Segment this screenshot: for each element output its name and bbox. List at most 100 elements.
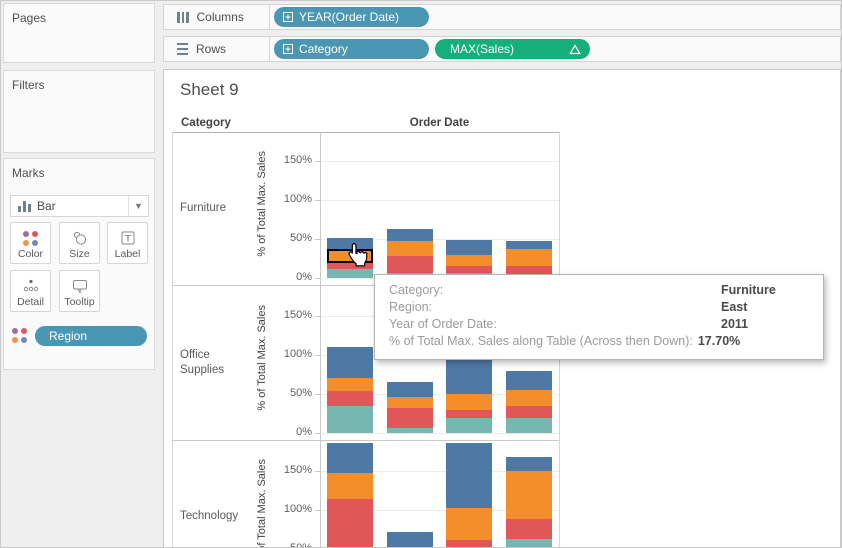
chevron-down-icon[interactable]: ▼ bbox=[128, 196, 148, 216]
bar-segment-office-supplies-2014-west[interactable] bbox=[506, 418, 553, 433]
expand-plus-icon[interactable] bbox=[283, 12, 293, 22]
size-button-label: Size bbox=[69, 248, 90, 260]
gridline-150% bbox=[321, 161, 559, 162]
columns-icon bbox=[177, 11, 189, 23]
bar-segment-technology-2013-south[interactable] bbox=[446, 540, 493, 547]
pages-shelf[interactable]: Pages bbox=[3, 3, 155, 63]
size-icon bbox=[60, 229, 99, 247]
axis-tick-label: 150% bbox=[283, 464, 312, 476]
region-pill[interactable]: Region bbox=[35, 326, 147, 346]
detail-button[interactable]: Detail bbox=[10, 270, 51, 312]
y-axis-title: % of Total Max. Sales bbox=[256, 150, 268, 257]
bar-segment-technology-2014-central[interactable] bbox=[506, 456, 553, 471]
detail-button-label: Detail bbox=[17, 296, 44, 308]
svg-text:T: T bbox=[125, 234, 131, 244]
bar-segment-office-supplies-2013-east[interactable] bbox=[446, 394, 493, 411]
size-button[interactable]: Size bbox=[59, 222, 100, 264]
axis-tick-label: 100% bbox=[283, 503, 312, 515]
tooltip-value: 17.70% bbox=[697, 334, 741, 348]
row-label-furniture: Furniture bbox=[180, 201, 227, 214]
pill-category[interactable]: Category bbox=[274, 39, 429, 59]
mark-type-dropdown[interactable]: Bar ▼ bbox=[10, 195, 149, 217]
bar-segment-furniture-2011-south[interactable] bbox=[326, 263, 373, 270]
color-button[interactable]: Color bbox=[10, 222, 51, 264]
bar-segment-office-supplies-2013-central[interactable] bbox=[446, 358, 493, 394]
column-header-title: Order Date bbox=[409, 117, 470, 129]
region-pill-label: Region bbox=[49, 329, 88, 343]
expand-plus-icon[interactable] bbox=[283, 44, 293, 54]
bar-segment-furniture-2011-west[interactable] bbox=[326, 269, 373, 278]
bar-segment-technology-2014-west[interactable] bbox=[506, 538, 553, 547]
tooltip-row: Region: East bbox=[389, 299, 809, 316]
axis-tick bbox=[315, 200, 320, 201]
bar-segment-office-supplies-2011-west[interactable] bbox=[326, 405, 373, 433]
gridline-150% bbox=[321, 471, 559, 472]
axis-tick bbox=[315, 394, 320, 395]
bar-segment-furniture-2013-south[interactable] bbox=[446, 265, 493, 274]
tooltip-button[interactable]: Tooltip bbox=[59, 270, 100, 312]
bar-segment-office-supplies-2012-central[interactable] bbox=[386, 381, 433, 398]
sheet-title: Sheet 9 bbox=[180, 80, 239, 99]
y-axis-title: % of Total Max. Sales bbox=[256, 304, 268, 411]
bar-segment-office-supplies-2013-west[interactable] bbox=[446, 418, 493, 433]
bar-segment-furniture-2013-east[interactable] bbox=[446, 255, 493, 266]
bar-segment-technology-2014-east[interactable] bbox=[506, 471, 553, 520]
bar-segment-furniture-2011-central[interactable] bbox=[326, 238, 373, 250]
rows-icon bbox=[177, 42, 188, 56]
bar-segment-office-supplies-2012-east[interactable] bbox=[386, 397, 433, 409]
bar-segment-furniture-2012-central[interactable] bbox=[386, 229, 433, 242]
axis-tick bbox=[315, 355, 320, 356]
detail-icon bbox=[11, 277, 50, 295]
pages-label: Pages bbox=[12, 11, 47, 25]
color-legend-icon bbox=[12, 328, 28, 344]
tooltip-label: Category: bbox=[389, 283, 444, 297]
tooltip-label: Region: bbox=[389, 300, 433, 314]
row-divider bbox=[172, 440, 559, 441]
gridline-100% bbox=[321, 510, 559, 511]
label-button[interactable]: T Label bbox=[107, 222, 148, 264]
bar-segment-office-supplies-2014-south[interactable] bbox=[506, 406, 553, 419]
bar-segment-furniture-2013-central[interactable] bbox=[446, 239, 493, 256]
bar-segment-office-supplies-2012-west[interactable] bbox=[386, 428, 433, 433]
pill-year-order-date-[interactable]: YEAR(Order Date) bbox=[274, 7, 429, 27]
bar-segment-furniture-2014-south[interactable] bbox=[506, 266, 553, 275]
axis-tick-label: 0% bbox=[296, 271, 312, 283]
bar-segment-furniture-2012-east[interactable] bbox=[386, 241, 433, 257]
axis-tick bbox=[315, 316, 320, 317]
pill-max-sales-[interactable]: MAX(Sales) bbox=[435, 39, 590, 59]
label-icon: T bbox=[108, 229, 147, 247]
bar-segment-office-supplies-2013-south[interactable] bbox=[446, 410, 493, 419]
rows-shelf-label: Rows bbox=[196, 42, 227, 56]
axis-tick-label: 100% bbox=[283, 348, 312, 360]
bar-segment-office-supplies-2014-east[interactable] bbox=[506, 390, 553, 407]
bar-segment-office-supplies-2011-central[interactable] bbox=[326, 347, 373, 379]
row-divider bbox=[172, 285, 559, 286]
table-calc-delta-icon bbox=[569, 43, 581, 54]
bar-segment-office-supplies-2012-south[interactable] bbox=[386, 408, 433, 429]
bar-segment-furniture-2014-east[interactable] bbox=[506, 249, 553, 267]
bar-segment-technology-2014-south[interactable] bbox=[506, 519, 553, 539]
color-icon bbox=[11, 229, 50, 247]
axis-tick-label: 150% bbox=[283, 309, 312, 321]
bar-segment-technology-2012-central[interactable] bbox=[386, 531, 433, 547]
filters-shelf[interactable]: Filters bbox=[3, 70, 155, 153]
columns-pills: YEAR(Order Date) bbox=[274, 7, 429, 27]
bar-segment-office-supplies-2011-east[interactable] bbox=[326, 378, 373, 391]
bar-segment-technology-2013-east[interactable] bbox=[446, 508, 493, 541]
bar-segment-furniture-2014-central[interactable] bbox=[506, 241, 553, 250]
bar-segment-technology-2011-central[interactable] bbox=[326, 442, 373, 474]
filters-label: Filters bbox=[12, 78, 45, 92]
mark-type-value: Bar bbox=[37, 199, 56, 213]
bar-segment-technology-2011-south[interactable] bbox=[326, 499, 373, 547]
columns-shelf[interactable]: Columns YEAR(Order Date) bbox=[163, 4, 841, 30]
rows-shelf[interactable]: Rows Category MAX(Sales) bbox=[163, 36, 841, 62]
bar-segment-furniture-2012-south[interactable] bbox=[386, 256, 433, 274]
axis-tick bbox=[315, 471, 320, 472]
bar-segment-office-supplies-2011-south[interactable] bbox=[326, 390, 373, 406]
pill-label: Category bbox=[299, 42, 348, 56]
bar-segment-office-supplies-2014-central[interactable] bbox=[506, 370, 553, 391]
header-underline bbox=[172, 132, 559, 133]
bar-segment-technology-2011-east[interactable] bbox=[326, 473, 373, 500]
bar-segment-technology-2013-central[interactable] bbox=[446, 442, 493, 509]
marks-card: Marks Bar ▼ Color Size T Label Detail Tooltip… bbox=[3, 158, 155, 370]
